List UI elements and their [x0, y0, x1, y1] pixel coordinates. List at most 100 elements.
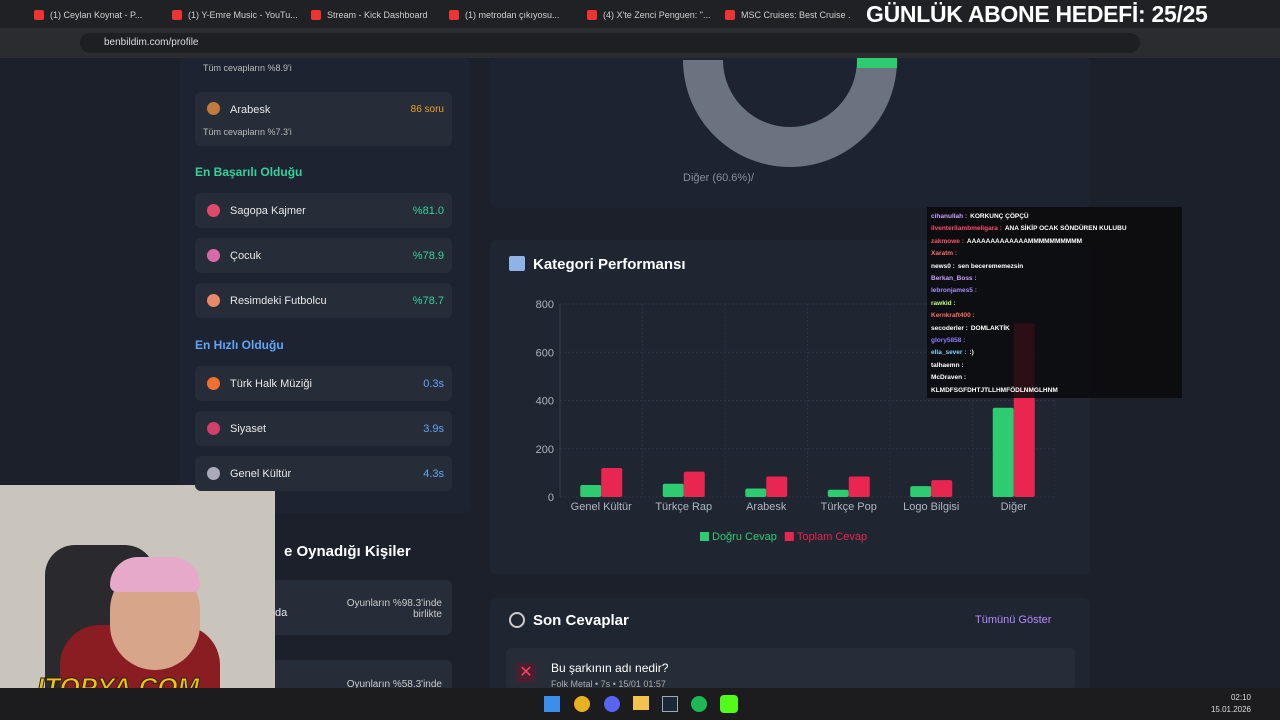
- clock-time: 02:10: [1230, 693, 1251, 702]
- category-card: Arabesk 86 soru Tüm cevapların %7.3'i: [195, 92, 452, 146]
- chat-line: rawkid :: [931, 300, 959, 307]
- item-value: %78.9: [412, 250, 444, 262]
- taskbar: 02:10 15.01.2026: [0, 688, 1280, 720]
- legend-label: Toplam Cevap: [797, 531, 867, 543]
- list-card: Sagopa Kajmer %81.0: [195, 193, 452, 228]
- app-icon[interactable]: [691, 696, 707, 712]
- bar: [580, 484, 602, 497]
- list-card: Türk Halk Müziği 0.3s: [195, 366, 452, 401]
- chat-text: sen becerememezsin: [957, 262, 1024, 270]
- app-icon[interactable]: [574, 696, 590, 712]
- wrong-icon: ✕: [516, 663, 536, 683]
- url-bar[interactable]: benbildim.com/profile: [80, 33, 1140, 53]
- icon: [207, 294, 220, 307]
- list-card: Çocuk %78.9: [195, 238, 452, 273]
- chat-user: Kernkraft400 :: [931, 312, 975, 320]
- item-name: Genel Kültür: [230, 468, 292, 480]
- chat-text: ANA SİKİP OCAK SÖNDÜREN KULUBU: [1004, 225, 1127, 233]
- y-tick-label: 400: [536, 396, 554, 408]
- icon: [207, 467, 220, 480]
- chat-user: McDraven :: [931, 374, 967, 382]
- chat-line: ella_sever ::): [931, 349, 974, 356]
- chat-overlay: cihanullah : KORKUNÇ ÇÖPÇÜ ilventerilambme…: [927, 207, 1182, 398]
- app-icon[interactable]: [720, 695, 738, 713]
- legend-swatch: [784, 532, 794, 541]
- donut-segment: [857, 58, 897, 68]
- chat-user: news0 :: [931, 262, 955, 270]
- chat-line: Xaratm :: [931, 250, 960, 257]
- chat-user: cihanullah :: [931, 213, 968, 220]
- tab: (1) metrodan çıkıyosu...: [443, 4, 575, 26]
- legend-label: Doğru Cevap: [712, 531, 777, 543]
- bar: [827, 489, 849, 497]
- tab: Stream - Kick Dashboard: [305, 4, 437, 26]
- count: 86 soru: [410, 104, 444, 115]
- note: Tüm cevapların %7.3'i: [203, 127, 292, 137]
- chat-line: talhaemn :: [931, 362, 967, 369]
- chat-line: Kernkraft400 :: [931, 312, 978, 319]
- chat-line: zakmowe : AAAAAAAAAAAAAMMMMMMMMMM: [931, 238, 1082, 245]
- tab-bar: (1) Ceylan Koynat - P... (1) Y-Emre Music…: [0, 0, 1280, 28]
- app-icon[interactable]: [604, 696, 620, 712]
- chat-line: ilventerilambmeligara : ANA SİKİP OCAK SÖ…: [931, 225, 1127, 232]
- chat-line: cihanullah : KORKUNÇ ÇÖPÇÜ: [931, 213, 1029, 220]
- y-tick-label: 200: [536, 444, 554, 456]
- icon: [207, 377, 220, 390]
- x-tick-label: Türkçe Rap: [655, 501, 712, 513]
- chat-user: ella_sever :: [931, 349, 967, 357]
- clock-icon: [509, 612, 525, 628]
- chat-user: lebronjames5 :: [931, 287, 977, 295]
- tab: (4) X'te Zenci Penguen: "...: [581, 4, 713, 26]
- list-card: Genel Kültür 4.3s: [195, 456, 452, 491]
- icon: [207, 249, 220, 262]
- x-tick-label: Diğer: [1001, 501, 1028, 513]
- question: Bu şarkının adı nedir?: [551, 661, 669, 675]
- x-tick-label: Logo Bilgisi: [903, 501, 959, 513]
- bar: [848, 476, 870, 497]
- show-all-link[interactable]: Tümünü Göster: [975, 614, 1052, 626]
- y-tick-label: 0: [548, 492, 554, 504]
- chat-text: KORKUNÇ ÇÖPÇÜ: [970, 213, 1029, 220]
- webcam: [0, 485, 275, 688]
- chat-user: glory5858 :: [931, 337, 966, 344]
- note: Tüm cevapların %8.9'i: [203, 63, 292, 73]
- genre: Folk Metal: [551, 679, 593, 689]
- bar: [662, 483, 684, 497]
- bar: [745, 488, 767, 497]
- list-card: Siyaset 3.9s: [195, 411, 452, 446]
- answer-item[interactable]: ✕ Bu şarkının adı nedir? Folk Metal • 7s…: [506, 648, 1075, 690]
- section-title: En Hızlı Olduğu: [195, 338, 284, 352]
- player-note: Oyunların %58.3'inde: [346, 679, 442, 690]
- bar: [992, 407, 1014, 497]
- item-value: %78.7: [412, 295, 444, 307]
- icon: [207, 422, 220, 435]
- clock-date: 15.01.2026: [1210, 705, 1251, 714]
- chat-line: Berkan_Boss :: [931, 275, 980, 282]
- medal-icon: [207, 102, 220, 115]
- bar: [683, 471, 705, 497]
- app-icon[interactable]: [662, 696, 678, 712]
- item-value: 4.3s: [423, 468, 444, 480]
- meta: Folk Metal • 7s • 15/01 01:57: [551, 679, 666, 689]
- section-title: e Oynadığı Kişiler: [284, 543, 411, 560]
- chat-line: glory5858 :: [931, 337, 968, 344]
- y-tick-label: 600: [536, 347, 554, 359]
- bar: [766, 476, 788, 497]
- player-note: Oyunların %98.3'inde birlikte: [346, 598, 442, 620]
- x-tick-label: Türkçe Pop: [821, 501, 877, 513]
- bar: [910, 486, 932, 497]
- goal-overlay: GÜNLÜK ABONE HEDEFİ: 25/25: [866, 1, 1208, 27]
- chat-line: McDraven :: [931, 374, 969, 381]
- donut-segment: [683, 60, 897, 168]
- item-name: Çocuk: [230, 250, 262, 262]
- legend-swatch: [700, 532, 709, 541]
- x-tick-label: Genel Kültür: [571, 501, 632, 513]
- category-name: Arabesk: [230, 104, 271, 116]
- start-icon[interactable]: [544, 696, 560, 712]
- app-icon[interactable]: [633, 696, 649, 710]
- bar: [601, 468, 623, 497]
- item-name: Resimdeki Futbolcu: [230, 295, 327, 307]
- hair: [110, 557, 200, 592]
- chat-text: :): [969, 349, 974, 357]
- chart-title: Kategori Performansı: [533, 256, 686, 273]
